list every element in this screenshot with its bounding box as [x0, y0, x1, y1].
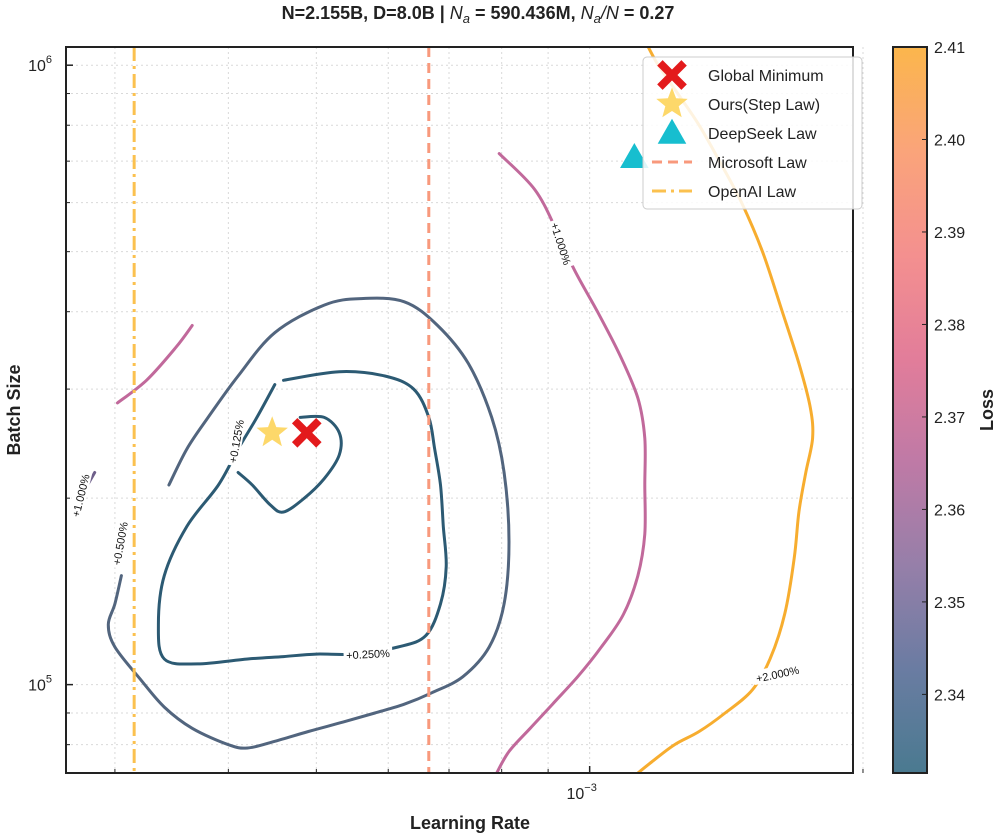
contour-labels: +0.125%+0.250%+0.500%+1.000%+1.000%+2.00…: [66, 218, 803, 686]
contour-label: +0.500%: [111, 521, 130, 566]
contour-label-group: +0.250%: [343, 644, 393, 662]
contour-label-bg: [343, 644, 393, 662]
y-tick-label: 106: [28, 54, 52, 75]
colorbar-tick-label: 2.34: [934, 687, 965, 704]
contour-label: +0.250%: [346, 648, 391, 662]
contour-line: [495, 152, 647, 773]
title-part: = 590.436M,: [470, 3, 581, 23]
contour-label-bg: [107, 518, 131, 569]
contour-label-bg: [751, 661, 803, 686]
contour-line: [106, 296, 511, 750]
title-part: N: [606, 3, 620, 23]
global-minimum-marker: [291, 417, 322, 448]
contour-label-bg: [66, 469, 93, 521]
contour-line: [156, 370, 448, 666]
colorbar: 2.34 2.35 2.36 2.37 2.38 2.39 2.40 2.41 Loss: [892, 40, 996, 774]
colorbar-gradient: [893, 47, 927, 773]
contour-label-group: +0.500%: [107, 518, 131, 569]
title-part: /: [599, 3, 608, 23]
legend-entry-label: OpenAI Law: [708, 184, 797, 201]
legend-x-icon: [657, 60, 687, 90]
legend-entry-label: Ours(Step Law): [708, 97, 820, 114]
contour-label-bg: [547, 218, 577, 269]
legend: Global Minimum Ours(Step Law) DeepSeek Law…: [642, 56, 863, 210]
contour-label-group: +2.000%: [751, 661, 803, 686]
legend-triangle-icon: [657, 118, 687, 144]
contour-label-bg: [224, 415, 247, 467]
colorbar-tick-label: 2.38: [934, 317, 965, 334]
plot-frame: [65, 46, 854, 774]
legend-entry-label: DeepSeek Law: [708, 126, 817, 143]
step-law-star-marker: [256, 416, 288, 447]
contour-label-group: +1.000%: [66, 469, 93, 521]
colorbar-tick-label: 2.35: [934, 595, 965, 612]
colorbar-tick-label: 2.40: [934, 132, 965, 149]
title-part: = 0.27: [619, 3, 675, 23]
reference-law-lines: [132, 47, 431, 773]
title-part: N=2.155B, D=8.0B |: [282, 3, 450, 23]
colorbar-frame: [892, 46, 928, 774]
legend-entry-label: Microsoft Law: [708, 155, 807, 172]
x-tick-label: 10−3: [566, 782, 596, 803]
title-part: a: [594, 11, 601, 26]
markers: [256, 143, 649, 448]
x-axis-label: Learning Rate: [410, 813, 530, 833]
deepseek-law-triangle-marker: [620, 143, 649, 169]
legend-box: [642, 56, 863, 210]
colorbar-tick-label: 2.37: [934, 410, 965, 427]
colorbar-label: Loss: [977, 389, 996, 431]
legend-entry-label: Global Minimum: [708, 68, 824, 85]
contour-label-group: +1.000%: [547, 218, 577, 269]
colorbar-tick-label: 2.36: [934, 502, 965, 519]
title-part: N: [450, 3, 464, 23]
contour-line: [116, 324, 194, 405]
y-tick-label: 105: [28, 674, 52, 695]
colorbar-tick-label: 2.39: [934, 225, 965, 242]
contour-line: [236, 414, 343, 514]
title-part: N: [581, 3, 595, 23]
title-part: a: [463, 11, 470, 26]
axis-ticks: 10−3 105 106: [28, 54, 864, 803]
chart-title: N=2.155B, D=8.0B | Na = 590.436M, Na/N =…: [282, 3, 675, 26]
colorbar-tick-label: 2.41: [934, 40, 965, 57]
y-axis-label: Batch Size: [4, 364, 24, 455]
legend-star-icon: [656, 87, 688, 118]
